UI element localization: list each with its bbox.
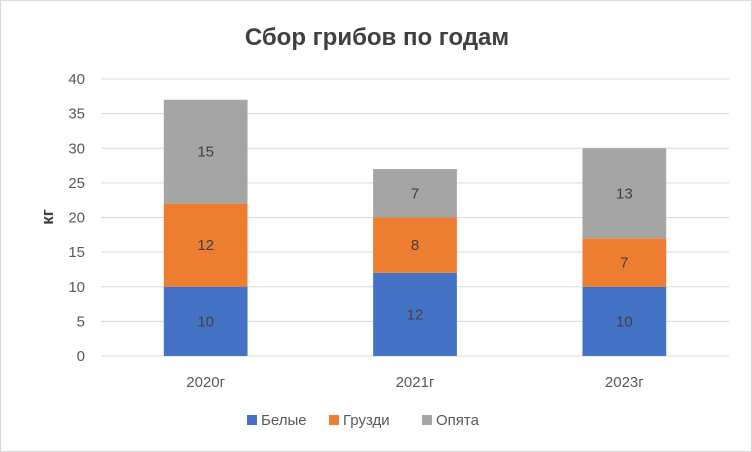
x-tick-label: 2020г <box>186 374 225 391</box>
legend-item: Опята <box>422 412 480 429</box>
y-tick-label: 35 <box>68 106 85 123</box>
y-tick-label: 15 <box>68 244 85 261</box>
data-label: 8 <box>411 237 419 254</box>
legend-item: Белые <box>247 412 307 429</box>
y-tick-label: 0 <box>77 348 85 365</box>
chart-title: Сбор грибов по годам <box>245 24 509 51</box>
data-label: 7 <box>620 255 628 272</box>
y-axis-title: кг <box>38 209 57 225</box>
bar-segment <box>373 217 457 273</box>
legend-swatch <box>247 415 257 425</box>
data-label: 15 <box>197 144 214 161</box>
legend-label: Опята <box>436 412 480 429</box>
x-axis-ticks: 2020г 2021г 2023г <box>186 374 644 391</box>
x-tick-label: 2023г <box>605 374 644 391</box>
y-tick-label: 10 <box>68 279 85 296</box>
bar-segment <box>163 99 248 204</box>
data-label: 10 <box>197 313 214 330</box>
legend-swatch <box>422 415 432 425</box>
data-label: 7 <box>411 185 419 202</box>
bar-segment <box>373 169 457 218</box>
y-tick-label: 25 <box>68 175 85 192</box>
bars: 10 12 15 12 8 7 10 7 13 <box>163 99 667 356</box>
legend-item: Грузди <box>329 412 390 429</box>
bar-segment <box>373 272 457 356</box>
data-label: 13 <box>616 185 633 202</box>
x-tick-label: 2021г <box>396 374 435 391</box>
data-label: 10 <box>616 313 633 330</box>
y-tick-label: 30 <box>68 140 85 157</box>
legend-label: Грузди <box>343 412 390 429</box>
data-label: 12 <box>197 237 214 254</box>
y-axis-ticks: 0 5 10 15 20 25 30 35 40 <box>68 71 85 365</box>
legend-label: Белые <box>261 412 307 429</box>
legend-swatch <box>329 415 339 425</box>
y-tick-label: 20 <box>68 210 85 227</box>
bar-segment <box>163 286 248 356</box>
legend: Белые Грузди Опята <box>247 412 480 429</box>
bar-segment <box>582 148 667 239</box>
y-tick-label: 5 <box>77 313 85 330</box>
bar-segment <box>582 238 667 287</box>
bar-segment <box>163 203 248 287</box>
data-label: 12 <box>407 306 424 323</box>
y-tick-label: 40 <box>68 71 85 88</box>
bar-segment <box>582 286 667 356</box>
